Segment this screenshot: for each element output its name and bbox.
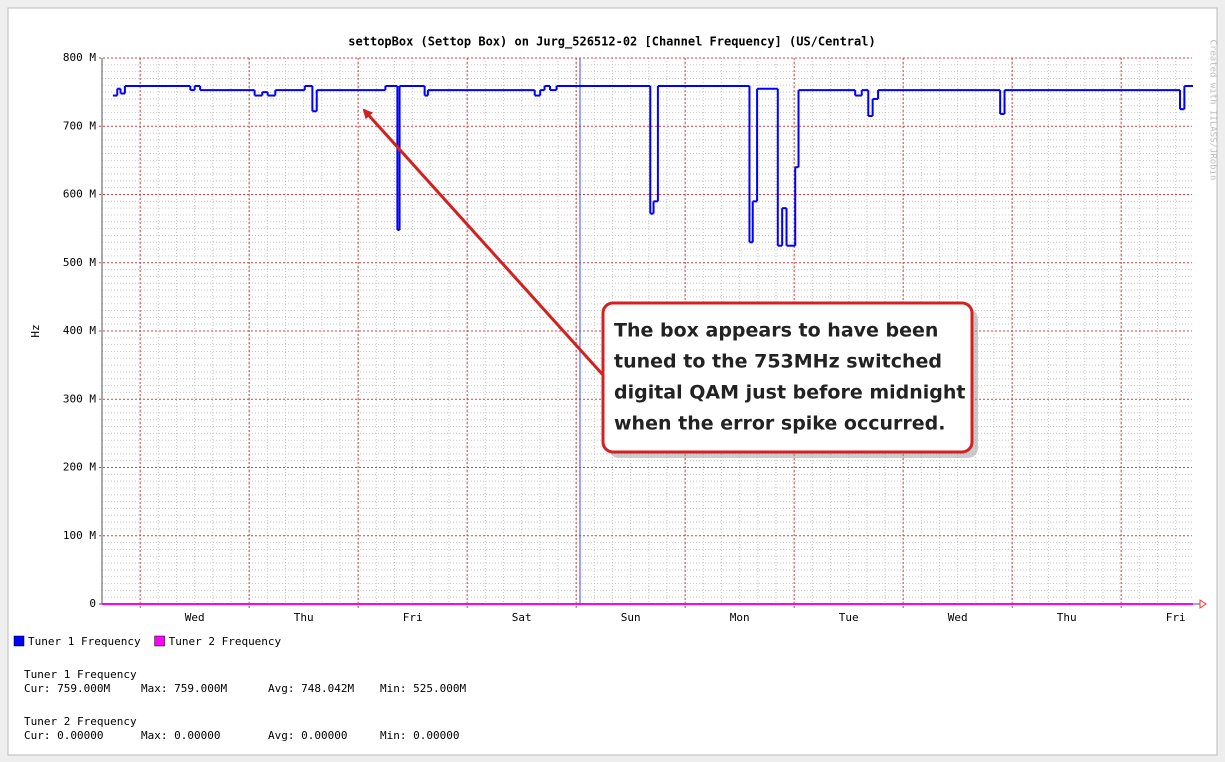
x-axis-arrow xyxy=(1199,599,1207,609)
stats-title: Tuner 2 Frequency xyxy=(24,715,137,728)
y-tick-label: 200 M xyxy=(63,461,96,474)
x-tick-label: Wed xyxy=(185,611,205,624)
stats-value: Avg: 748.042M xyxy=(268,682,354,695)
x-tick-label: Wed xyxy=(948,611,968,624)
legend-label: Tuner 1 Frequency xyxy=(28,635,141,648)
y-tick-label: 400 M xyxy=(63,324,96,337)
y-tick-label: 0 xyxy=(89,597,96,610)
y-tick-label: 600 M xyxy=(63,188,96,201)
legend-label: Tuner 2 Frequency xyxy=(169,635,282,648)
annotation-arrow xyxy=(362,108,605,377)
y-tick-label: 800 M xyxy=(63,51,96,64)
stats-value: Max: 759.000M xyxy=(141,682,227,695)
stats-value: Avg: 0.00000 xyxy=(268,729,347,742)
watermark: Created with IILASS/JRobin xyxy=(1208,40,1218,181)
legend-swatch xyxy=(154,635,165,647)
stats-value: Min: 0.00000 xyxy=(380,729,459,742)
y-tick-label: 300 M xyxy=(63,392,96,405)
stats-value: Min: 525.000M xyxy=(380,682,466,695)
x-tick-label: Tue xyxy=(839,611,859,624)
callout xyxy=(601,301,974,454)
y-axis-label: Hz xyxy=(29,324,42,337)
x-tick-label: Sat xyxy=(512,611,532,624)
chart-title: settopBox (Settop Box) on Jurg_526512-02… xyxy=(348,35,875,50)
x-tick-label: Sun xyxy=(621,611,641,624)
stats-title: Tuner 1 Frequency xyxy=(24,668,137,681)
legend-swatch xyxy=(13,635,25,647)
y-tick-label: 100 M xyxy=(63,529,96,542)
callout-text: when the error spike occurred. xyxy=(614,413,945,435)
x-tick-label: Mon xyxy=(730,611,750,624)
y-tick-label: 500 M xyxy=(63,256,96,269)
callout-text: The box appears to have been xyxy=(614,320,938,342)
x-tick-label: Thu xyxy=(1057,611,1077,624)
stats-value: Cur: 0.00000 xyxy=(24,729,103,742)
x-tick-label: Thu xyxy=(294,611,314,624)
x-tick-label: Fri xyxy=(1166,611,1186,624)
stats-value: Max: 0.00000 xyxy=(141,729,220,742)
stats-value: Cur: 759.000M xyxy=(24,682,110,695)
y-tick-label: 700 M xyxy=(63,119,96,132)
x-tick-label: Fri xyxy=(403,611,423,624)
callout-text: digital QAM just before midnight xyxy=(614,382,966,404)
callout-text: tuned to the 753MHz switched xyxy=(614,351,942,373)
